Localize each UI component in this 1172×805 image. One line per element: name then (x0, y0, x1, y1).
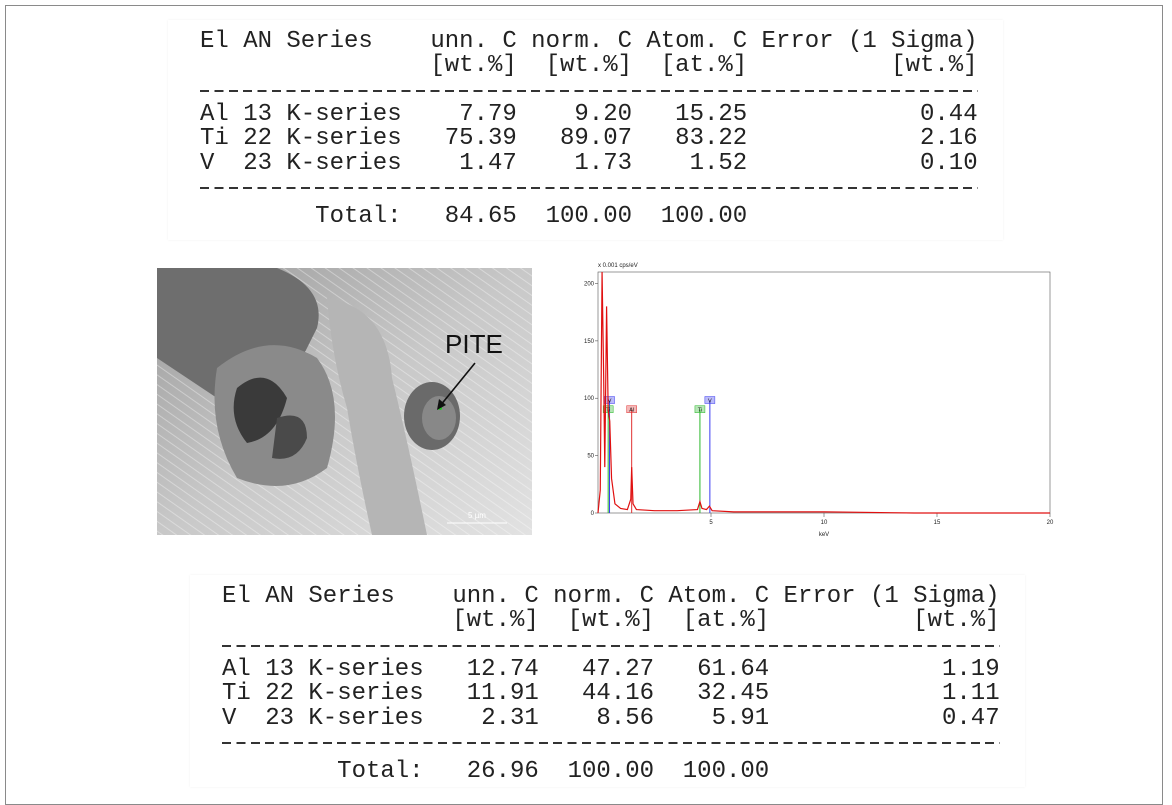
y-tick-label: 50 (587, 454, 594, 460)
unit-label: [wt.%] (200, 54, 978, 78)
marker-label: Al (629, 408, 634, 414)
y-tick-label: 150 (584, 339, 595, 345)
cell-value: 0.10 (200, 152, 978, 176)
separator (200, 187, 978, 189)
column-header: Error (1 Sigma) (200, 30, 978, 54)
total-value: 100.00 (222, 760, 769, 784)
separator (222, 742, 1000, 744)
y-unit: x 0.001 cps/eV (598, 263, 638, 269)
x-tick-label: 20 (1047, 520, 1054, 526)
annotation: PITE (445, 329, 503, 359)
x-tick-label: 15 (934, 520, 941, 526)
scale-bar-label: 5 µm (468, 511, 486, 520)
y-tick-label: 200 (584, 281, 595, 287)
y-tick-label: 100 (584, 396, 595, 402)
separator (200, 90, 978, 92)
cell-value: 0.47 (222, 707, 1000, 731)
cell-value: 1.11 (222, 682, 1000, 706)
unit-label: [wt.%] (222, 609, 1000, 633)
marker-label: Ti (698, 408, 702, 414)
total-value: 100.00 (200, 205, 747, 229)
separator (222, 645, 1000, 647)
x-axis-label: keV (819, 532, 829, 538)
x-tick-label: 10 (821, 520, 828, 526)
cell-value: 1.19 (222, 658, 1000, 682)
page: {"top_table": { "headers": ["El", "AN", … (0, 0, 1172, 787)
cell-value: 2.16 (200, 127, 978, 151)
marker-label: V (708, 399, 712, 405)
column-header: Error (1 Sigma) (222, 585, 1000, 609)
sem-image: PITE 5 µm (157, 268, 532, 535)
cell-value: 0.44 (200, 103, 978, 127)
